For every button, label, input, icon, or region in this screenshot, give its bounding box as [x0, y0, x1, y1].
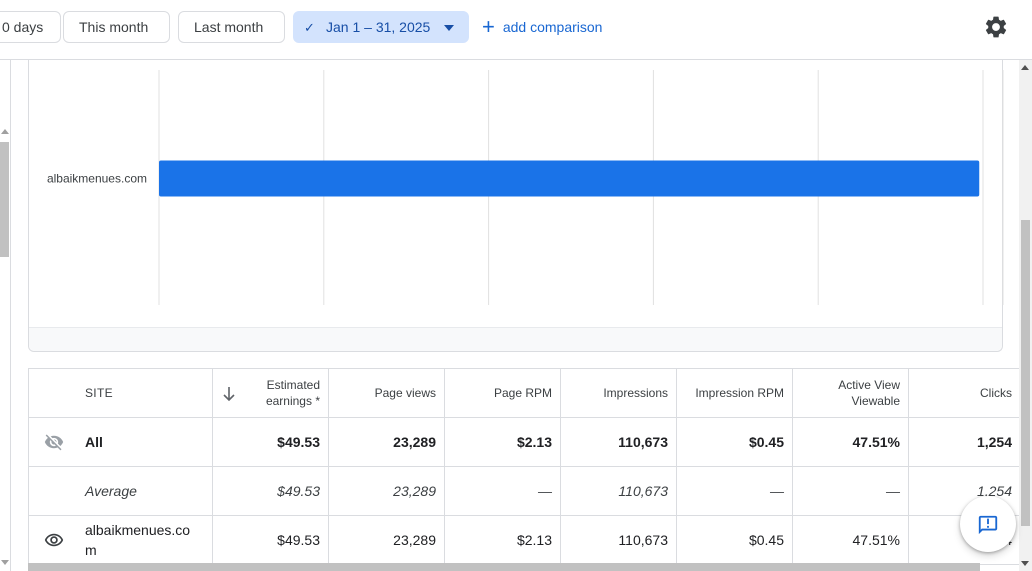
add-comparison-button[interactable]: + add comparison [482, 11, 602, 43]
scroll-up-arrow-icon[interactable] [1021, 65, 1029, 70]
column-header-label: Estimated earnings * [265, 378, 320, 408]
cell-impressions: 110,673 [561, 467, 677, 515]
add-comparison-label: add comparison [502, 19, 603, 35]
cell-page-views: 23,289 [329, 467, 445, 515]
eye-icon[interactable] [41, 530, 67, 550]
date-range-toolbar: 0 days This month Last month ✓ Jan 1 – 31… [0, 0, 1032, 60]
plus-icon: + [482, 14, 495, 39]
cell-impression-rpm: $0.45 [677, 516, 793, 564]
site-name: Average [29, 467, 213, 515]
column-header-page-views[interactable]: Page views [329, 369, 445, 417]
table-row-all: All $49.53 23,289 $2.13 110,673 $0.45 47… [29, 418, 1019, 467]
page-scrollbar[interactable] [1019, 60, 1032, 571]
cell-active-view-viewable: 47.51% [793, 418, 909, 466]
date-range-selector[interactable]: ✓ Jan 1 – 31, 2025 [293, 11, 469, 43]
table-header: SITE Estimated earnings * Page views Pag… [29, 368, 1019, 418]
gear-icon[interactable] [983, 14, 1009, 40]
cell-page-rpm: $2.13 [445, 418, 561, 466]
range-chip-days[interactable]: 0 days [0, 11, 61, 43]
eye-off-icon[interactable] [41, 432, 67, 452]
column-header-site[interactable]: SITE [29, 369, 213, 417]
cell-page-views: 23,289 [329, 516, 445, 564]
check-icon: ✓ [304, 20, 315, 35]
table-row-average: Average $49.53 23,289 — 110,673 — — 1,25… [29, 467, 1019, 516]
feedback-button[interactable] [960, 496, 1016, 552]
arrow-down-icon [223, 387, 235, 402]
scrollbar-thumb[interactable] [1021, 220, 1030, 526]
scroll-down-arrow-icon[interactable] [1021, 561, 1029, 566]
cell-clicks: 1,254 [976, 483, 1012, 499]
bar [159, 160, 980, 197]
site-name[interactable]: albaikmenues.com [29, 516, 213, 564]
cell-active-view-viewable: 47.51% [793, 516, 909, 564]
cell-page-views: 23,289 [329, 418, 445, 466]
cell-estimated-earnings: $49.53 [213, 418, 329, 466]
sites-table: SITE Estimated earnings * Page views Pag… [28, 368, 1019, 571]
scroll-down-arrow-icon[interactable] [1, 560, 9, 565]
cell-active-view-viewable: — [793, 467, 909, 515]
range-chip-last-month[interactable]: Last month [178, 11, 285, 43]
cell-impression-rpm: — [677, 467, 793, 515]
site-name: All [29, 418, 213, 466]
cell-estimated-earnings: $49.53 [213, 467, 329, 515]
cell-impressions: 110,673 [561, 418, 677, 466]
cell-impressions: 110,673 [561, 516, 677, 564]
cell-clicks: 1,254 [976, 434, 1012, 450]
cell-page-rpm: — [445, 467, 561, 515]
cell-impression-rpm: $0.45 [677, 418, 793, 466]
category-label: albaikmenues.com [47, 172, 147, 186]
column-header-page-rpm[interactable]: Page RPM [445, 369, 561, 417]
table-horizontal-scrollbar[interactable] [28, 563, 980, 571]
caret-down-icon [444, 25, 454, 31]
earnings-chart: $0.00$10.00$20.00$30.00$40.00$50.00albai… [28, 60, 1004, 352]
side-panel-scrollbar[interactable] [0, 60, 11, 571]
column-header-active-view-viewable[interactable]: Active View Viewable [793, 369, 909, 417]
feedback-icon [978, 515, 998, 535]
cell-page-rpm: $2.13 [445, 516, 561, 564]
column-header-impression-rpm[interactable]: Impression RPM [677, 369, 793, 417]
scrollbar-thumb[interactable] [0, 142, 9, 257]
date-range-label: Jan 1 – 31, 2025 [326, 19, 431, 35]
table-row-site: albaikmenues.com $49.53 23,289 $2.13 110… [29, 516, 1019, 565]
column-header-estimated-earnings[interactable]: Estimated earnings * [213, 369, 329, 417]
column-header-label: Active View Viewable [838, 378, 900, 408]
cell-estimated-earnings: $49.53 [213, 516, 329, 564]
x-axis-band [29, 327, 1002, 351]
column-header-impressions[interactable]: Impressions [561, 369, 677, 417]
scroll-up-arrow-icon[interactable] [1, 129, 9, 134]
column-header-clicks[interactable]: Clicks [980, 386, 1012, 400]
bar-chart-svg: $0.00$10.00$20.00$30.00$40.00$50.00albai… [47, 70, 1004, 347]
range-chip-this-month[interactable]: This month [63, 11, 170, 43]
